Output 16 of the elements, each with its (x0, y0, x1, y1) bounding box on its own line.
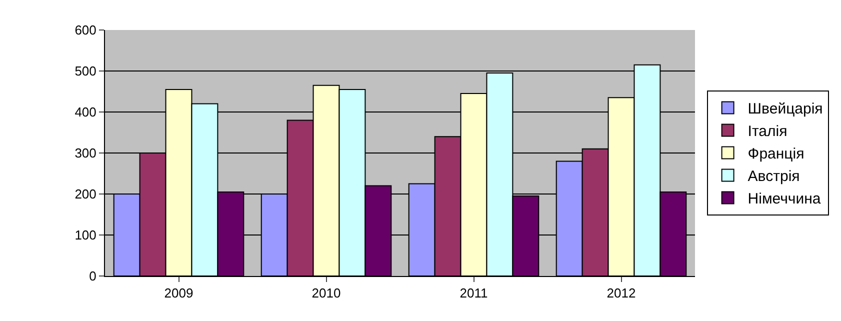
y-tick-label: 0 (89, 268, 96, 284)
x-tick-label: 2011 (460, 286, 488, 301)
legend-label: Італія (748, 123, 788, 140)
x-tick-label: 2010 (312, 286, 341, 301)
y-tick-label: 200 (74, 186, 96, 202)
y-tick-label: 600 (74, 22, 96, 38)
legend-label: Швейцарія (748, 100, 823, 118)
x-tick-label: 2012 (606, 286, 636, 301)
y-tick-label: 100 (74, 228, 96, 243)
x-tick-label: 2009 (164, 286, 194, 301)
y-tick-label: 500 (74, 64, 96, 79)
legend-label: Німеччина (748, 190, 822, 208)
legend-label: Австрія (748, 168, 800, 186)
y-tick-label: 400 (74, 104, 96, 120)
legend-label: Франція (748, 146, 804, 163)
y-tick-label: 300 (74, 146, 96, 161)
